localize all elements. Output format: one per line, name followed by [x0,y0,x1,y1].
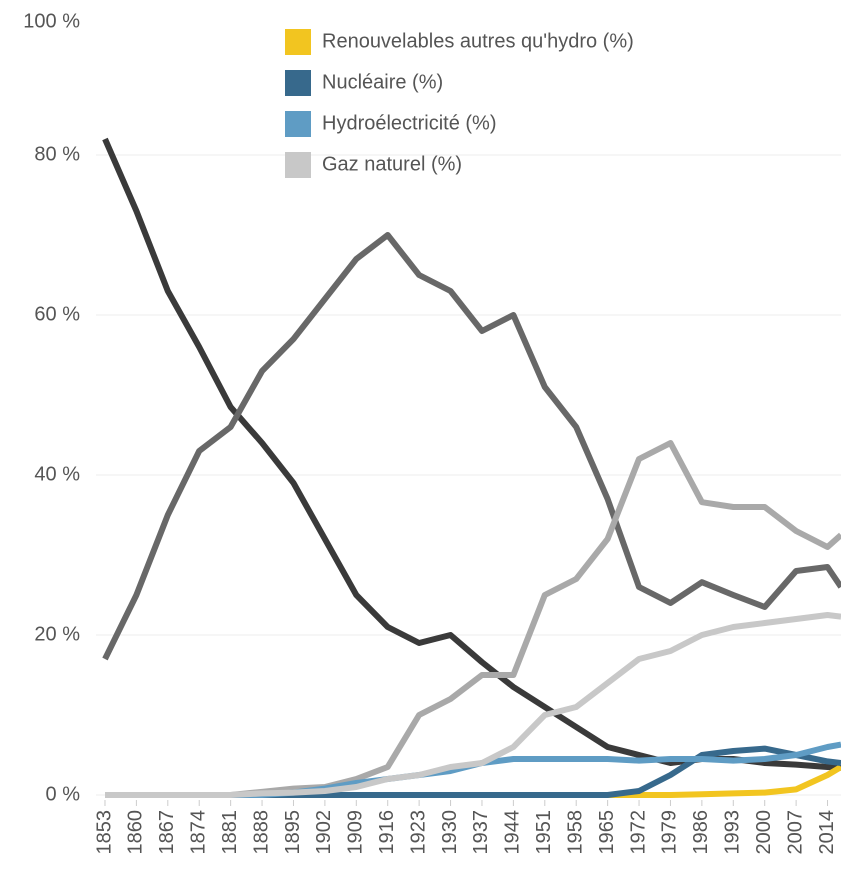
legend-item: Renouvelables autres qu'hydro (%) [285,29,634,55]
x-tick-label: 1895 [282,810,304,855]
legend-swatch [285,70,311,96]
x-tick-label: 1958 [564,810,586,855]
legend-label: Nucléaire (%) [322,71,443,93]
legend-label: Hydroélectricité (%) [322,112,496,134]
legend-item: Gaz naturel (%) [285,152,462,178]
x-tick-label: 2014 [816,810,838,855]
legend-swatch [285,111,311,137]
x-tick-label: 1888 [250,810,272,855]
x-tick-label: 1944 [502,810,524,855]
x-tick-label: 1937 [470,810,492,855]
series-line [102,137,841,771]
x-tick-label: 1979 [659,810,681,855]
x-tick-label: 1930 [439,810,461,855]
legend-swatch [285,29,311,55]
y-tick-label: 80 % [34,143,80,165]
x-tick-label: 1902 [313,810,335,855]
series-line [105,612,841,798]
x-tick-label: 1860 [125,810,147,855]
x-tick-label: 1881 [219,810,241,855]
x-tick-label: 1965 [596,810,618,855]
y-tick-label: 40 % [34,463,80,485]
x-tick-label: 1972 [627,810,649,855]
x-tick-label: 1916 [376,810,398,855]
x-tick-label: 2000 [753,810,775,855]
series-line [105,764,841,798]
y-tick-label: 0 % [46,783,81,805]
legend-item: Nucléaire (%) [285,70,443,96]
x-tick-label: 2007 [784,810,806,855]
x-tick-label: 1909 [345,810,367,855]
x-tick-label: 1986 [690,810,712,855]
x-tick-label: 1993 [722,810,744,855]
x-tick-label: 1951 [533,810,555,855]
series-line [105,745,841,798]
series-line [102,232,841,661]
legend-item: Hydroélectricité (%) [285,111,496,137]
y-tick-label: 60 % [34,303,80,325]
x-tick-label: 1923 [407,810,429,855]
legend-label: Gaz naturel (%) [322,153,462,175]
legend-swatch [285,152,311,178]
x-tick-label: 1874 [188,810,210,855]
x-tick-label: 1853 [93,810,115,855]
y-tick-label: 20 % [34,623,80,645]
series-line [105,440,841,798]
legend-label: Renouvelables autres qu'hydro (%) [322,30,634,52]
x-tick-label: 1867 [156,810,178,855]
y-tick-label: 100 % [23,10,80,32]
